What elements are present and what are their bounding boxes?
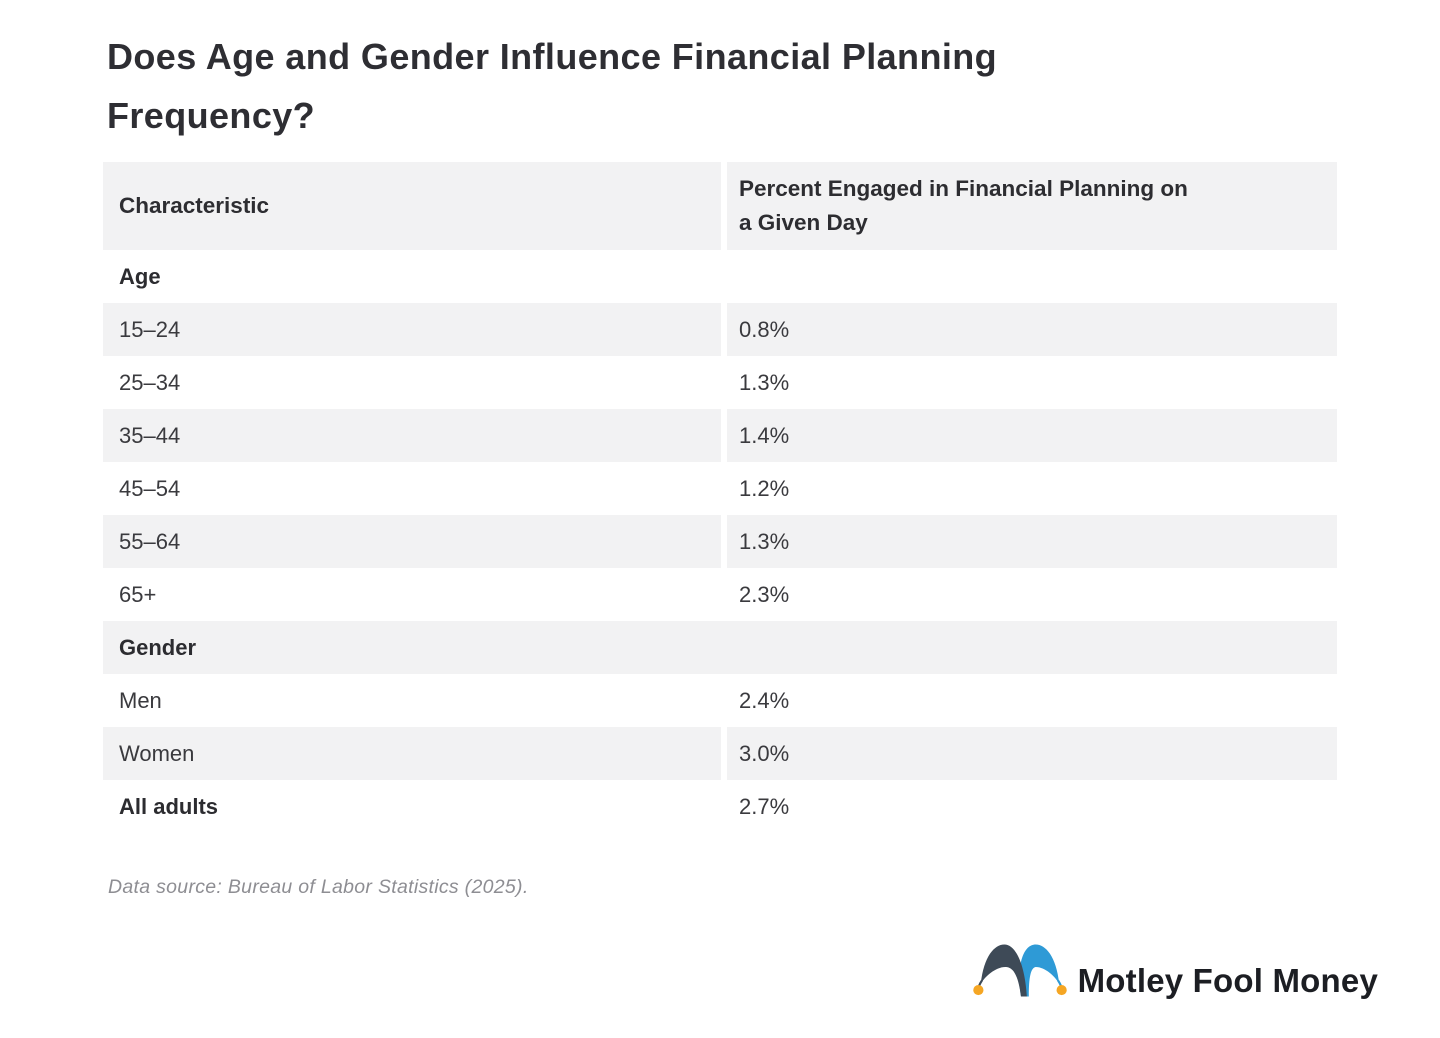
row-value: 1.4% (727, 409, 1337, 462)
hat-left-ball (972, 984, 984, 996)
row-value: 1.3% (739, 369, 790, 395)
row-label: 55–64 (103, 515, 721, 568)
jester-hat-icon (972, 944, 1067, 997)
page-title: Does Age and Gender Influence Financial … (107, 36, 998, 136)
row-label: Women (103, 727, 721, 780)
table-row: Age (103, 250, 1337, 303)
hat-right-peak (1019, 944, 1059, 997)
row-value: 0.8% (727, 303, 1337, 356)
row-value: 3.0% (727, 727, 1337, 780)
row-label: 45–54 (119, 475, 181, 501)
data-source-note: Data source: Bureau of Labor Statistics … (108, 876, 529, 898)
table-row: 25–34 1.3% (103, 356, 1337, 409)
row-label: 15–24 (103, 303, 721, 356)
hat-right-ball (1056, 984, 1067, 996)
table-header-row: Characteristic Percent Engaged in Financ… (103, 162, 1337, 250)
column-header-characteristic: Characteristic (103, 162, 721, 250)
table-row: All adults 2.7% (103, 780, 1337, 833)
table-row: Women 3.0% (103, 727, 1337, 780)
logo-wordmark: Motley Fool Money (1077, 962, 1378, 1000)
row-value: 2.4% (739, 687, 790, 713)
table-row: Gender (103, 621, 1337, 674)
row-label: 35–44 (103, 409, 721, 462)
table-row: 15–24 0.8% (103, 303, 1337, 356)
table-row: 65+ 2.3% (103, 568, 1337, 621)
row-label: Men (119, 687, 162, 713)
row-value: 2.3% (739, 581, 790, 607)
row-label: Gender (103, 621, 1337, 674)
table-row: 45–54 1.2% (103, 462, 1337, 515)
hat-left-peak (980, 944, 1027, 997)
row-label: Age (119, 263, 161, 289)
row-value: 1.3% (727, 515, 1337, 568)
column-header-percent: Percent Engaged in Financial Planning on… (727, 162, 1337, 250)
row-label: 25–34 (119, 369, 181, 395)
row-value: 1.2% (739, 475, 790, 501)
row-label: 65+ (119, 581, 157, 607)
motley-fool-money-logo: Motley Fool Money (972, 939, 1378, 1001)
table-row: 35–44 1.4% (103, 409, 1337, 462)
row-value: 2.7% (739, 793, 790, 819)
table-row: Men 2.4% (103, 674, 1337, 727)
row-label: All adults (119, 793, 219, 819)
table-body: Age 15–24 0.8% 25–34 1.3% 35–44 1.4% 45–… (103, 250, 1337, 833)
table-row: 55–64 1.3% (103, 515, 1337, 568)
data-table: Characteristic Percent Engaged in Financ… (103, 162, 1337, 833)
